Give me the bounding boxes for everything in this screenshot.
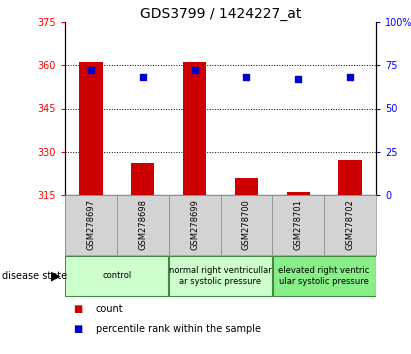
Text: percentile rank within the sample: percentile rank within the sample bbox=[96, 324, 261, 334]
Text: GSM278700: GSM278700 bbox=[242, 200, 251, 250]
Bar bbox=[169, 195, 220, 255]
Bar bbox=[169, 256, 272, 296]
Text: GSM278698: GSM278698 bbox=[138, 200, 147, 251]
Text: GSM278697: GSM278697 bbox=[86, 200, 95, 251]
Text: ▶: ▶ bbox=[51, 269, 61, 282]
Bar bbox=[117, 195, 169, 255]
Point bbox=[191, 68, 198, 73]
Bar bbox=[131, 163, 155, 195]
Text: GSM278701: GSM278701 bbox=[294, 200, 303, 250]
Text: normal right ventricullar
ar systolic pressure: normal right ventricullar ar systolic pr… bbox=[169, 266, 272, 286]
Point bbox=[243, 75, 250, 80]
Text: control: control bbox=[102, 272, 132, 280]
Text: ■: ■ bbox=[73, 324, 83, 334]
Title: GDS3799 / 1424227_at: GDS3799 / 1424227_at bbox=[140, 7, 301, 21]
Text: GSM278702: GSM278702 bbox=[346, 200, 355, 250]
Bar bbox=[286, 192, 310, 195]
Text: ■: ■ bbox=[73, 304, 83, 314]
Bar bbox=[272, 195, 324, 255]
Text: GSM278699: GSM278699 bbox=[190, 200, 199, 250]
Bar bbox=[324, 195, 376, 255]
Point bbox=[139, 75, 146, 80]
Point bbox=[88, 68, 94, 73]
Bar bbox=[65, 256, 169, 296]
Bar bbox=[79, 62, 103, 195]
Text: count: count bbox=[96, 304, 123, 314]
Bar bbox=[338, 160, 362, 195]
Text: disease state: disease state bbox=[2, 271, 67, 281]
Text: elevated right ventric
ular systolic pressure: elevated right ventric ular systolic pre… bbox=[279, 266, 370, 286]
Point bbox=[347, 75, 353, 80]
Bar bbox=[183, 62, 206, 195]
Bar bbox=[220, 195, 272, 255]
Bar bbox=[272, 256, 376, 296]
Point bbox=[295, 76, 302, 82]
Bar bbox=[235, 178, 258, 195]
Bar bbox=[65, 195, 117, 255]
